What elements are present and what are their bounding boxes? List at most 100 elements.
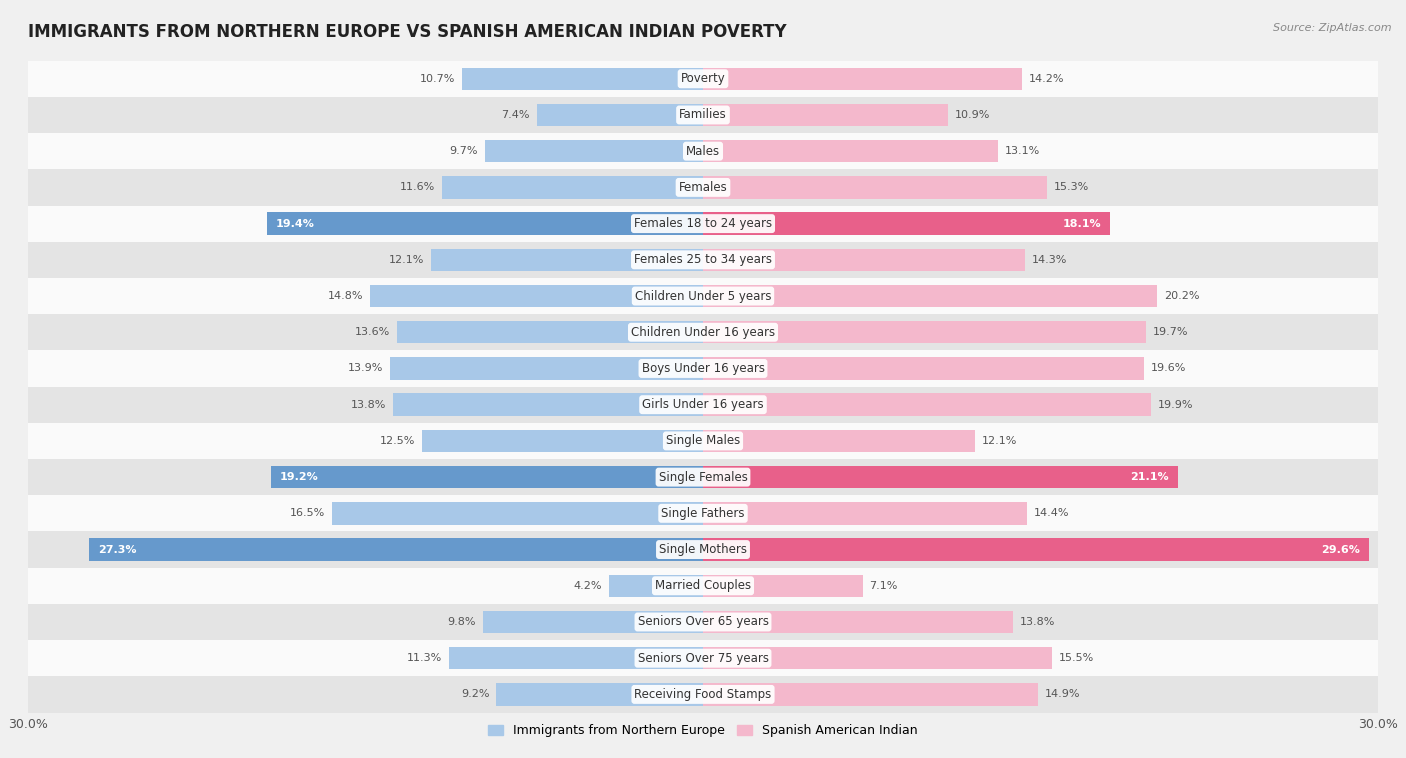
Text: Children Under 16 years: Children Under 16 years bbox=[631, 326, 775, 339]
Legend: Immigrants from Northern Europe, Spanish American Indian: Immigrants from Northern Europe, Spanish… bbox=[484, 719, 922, 742]
Bar bbox=[703, 212, 1111, 235]
Text: 19.9%: 19.9% bbox=[1157, 399, 1192, 409]
Text: Seniors Over 75 years: Seniors Over 75 years bbox=[637, 652, 769, 665]
Text: Families: Families bbox=[679, 108, 727, 121]
Text: 20.2%: 20.2% bbox=[1164, 291, 1199, 301]
Text: 19.2%: 19.2% bbox=[280, 472, 319, 482]
Bar bbox=[703, 321, 1146, 343]
Text: 16.5%: 16.5% bbox=[290, 509, 325, 518]
Text: Single Fathers: Single Fathers bbox=[661, 507, 745, 520]
Bar bbox=[703, 67, 1022, 90]
Bar bbox=[392, 393, 703, 416]
Text: Poverty: Poverty bbox=[681, 72, 725, 85]
Bar bbox=[537, 104, 703, 126]
Text: Children Under 5 years: Children Under 5 years bbox=[634, 290, 772, 302]
Text: 27.3%: 27.3% bbox=[98, 544, 136, 555]
Bar bbox=[703, 683, 1038, 706]
Bar bbox=[396, 321, 703, 343]
Text: 13.8%: 13.8% bbox=[1021, 617, 1056, 627]
Bar bbox=[441, 176, 703, 199]
Bar bbox=[703, 575, 863, 597]
Text: 13.6%: 13.6% bbox=[356, 327, 391, 337]
Text: 29.6%: 29.6% bbox=[1322, 544, 1360, 555]
Bar bbox=[463, 67, 703, 90]
Text: 7.1%: 7.1% bbox=[869, 581, 898, 590]
Text: 9.2%: 9.2% bbox=[461, 690, 489, 700]
Bar bbox=[609, 575, 703, 597]
Text: Married Couples: Married Couples bbox=[655, 579, 751, 592]
Text: 21.1%: 21.1% bbox=[1130, 472, 1168, 482]
Bar bbox=[28, 242, 1378, 278]
Bar bbox=[28, 97, 1378, 133]
Text: 14.2%: 14.2% bbox=[1029, 74, 1064, 83]
Text: Single Males: Single Males bbox=[666, 434, 740, 447]
Bar bbox=[703, 647, 1052, 669]
Text: Females 18 to 24 years: Females 18 to 24 years bbox=[634, 217, 772, 230]
Text: 10.7%: 10.7% bbox=[420, 74, 456, 83]
Text: 13.8%: 13.8% bbox=[350, 399, 385, 409]
Text: Girls Under 16 years: Girls Under 16 years bbox=[643, 398, 763, 411]
Text: 14.3%: 14.3% bbox=[1032, 255, 1067, 265]
Text: 15.3%: 15.3% bbox=[1054, 183, 1090, 193]
Bar bbox=[28, 61, 1378, 97]
Bar bbox=[703, 466, 1178, 488]
Text: Source: ZipAtlas.com: Source: ZipAtlas.com bbox=[1274, 23, 1392, 33]
Text: Single Females: Single Females bbox=[658, 471, 748, 484]
Text: 9.8%: 9.8% bbox=[447, 617, 475, 627]
Text: 19.6%: 19.6% bbox=[1150, 364, 1187, 374]
Bar bbox=[449, 647, 703, 669]
Text: Single Mothers: Single Mothers bbox=[659, 543, 747, 556]
Bar bbox=[28, 205, 1378, 242]
Bar bbox=[332, 502, 703, 525]
Bar bbox=[703, 393, 1150, 416]
Text: 4.2%: 4.2% bbox=[574, 581, 602, 590]
Bar bbox=[703, 430, 976, 452]
Bar bbox=[28, 423, 1378, 459]
Text: 18.1%: 18.1% bbox=[1063, 218, 1101, 229]
Text: Females 25 to 34 years: Females 25 to 34 years bbox=[634, 253, 772, 266]
Bar bbox=[28, 133, 1378, 169]
Bar bbox=[496, 683, 703, 706]
Bar bbox=[28, 459, 1378, 495]
Text: Seniors Over 65 years: Seniors Over 65 years bbox=[637, 615, 769, 628]
Bar bbox=[89, 538, 703, 561]
Text: 19.7%: 19.7% bbox=[1153, 327, 1188, 337]
Text: 19.4%: 19.4% bbox=[276, 218, 315, 229]
Bar bbox=[482, 611, 703, 633]
Bar bbox=[28, 640, 1378, 676]
Bar bbox=[271, 466, 703, 488]
Bar bbox=[703, 502, 1026, 525]
Bar bbox=[28, 387, 1378, 423]
Text: 14.8%: 14.8% bbox=[328, 291, 363, 301]
Text: 12.5%: 12.5% bbox=[380, 436, 415, 446]
Text: Males: Males bbox=[686, 145, 720, 158]
Text: 7.4%: 7.4% bbox=[502, 110, 530, 120]
Bar bbox=[28, 350, 1378, 387]
Bar bbox=[267, 212, 703, 235]
Text: 9.7%: 9.7% bbox=[450, 146, 478, 156]
Bar bbox=[485, 140, 703, 162]
Bar bbox=[28, 169, 1378, 205]
Bar bbox=[391, 357, 703, 380]
Text: 10.9%: 10.9% bbox=[955, 110, 990, 120]
Bar bbox=[28, 604, 1378, 640]
Bar bbox=[703, 611, 1014, 633]
Text: 12.1%: 12.1% bbox=[981, 436, 1018, 446]
Bar bbox=[28, 676, 1378, 713]
Bar bbox=[703, 538, 1369, 561]
Bar bbox=[28, 568, 1378, 604]
Bar bbox=[370, 285, 703, 307]
Text: 12.1%: 12.1% bbox=[388, 255, 425, 265]
Text: 11.6%: 11.6% bbox=[401, 183, 436, 193]
Text: 15.5%: 15.5% bbox=[1059, 653, 1094, 663]
Text: IMMIGRANTS FROM NORTHERN EUROPE VS SPANISH AMERICAN INDIAN POVERTY: IMMIGRANTS FROM NORTHERN EUROPE VS SPANI… bbox=[28, 23, 787, 41]
Bar bbox=[28, 314, 1378, 350]
Bar bbox=[703, 176, 1047, 199]
Text: 14.4%: 14.4% bbox=[1033, 509, 1069, 518]
Bar bbox=[703, 285, 1157, 307]
Text: Boys Under 16 years: Boys Under 16 years bbox=[641, 362, 765, 375]
Text: Receiving Food Stamps: Receiving Food Stamps bbox=[634, 688, 772, 701]
Bar bbox=[28, 495, 1378, 531]
Text: 13.9%: 13.9% bbox=[349, 364, 384, 374]
Text: Females: Females bbox=[679, 181, 727, 194]
